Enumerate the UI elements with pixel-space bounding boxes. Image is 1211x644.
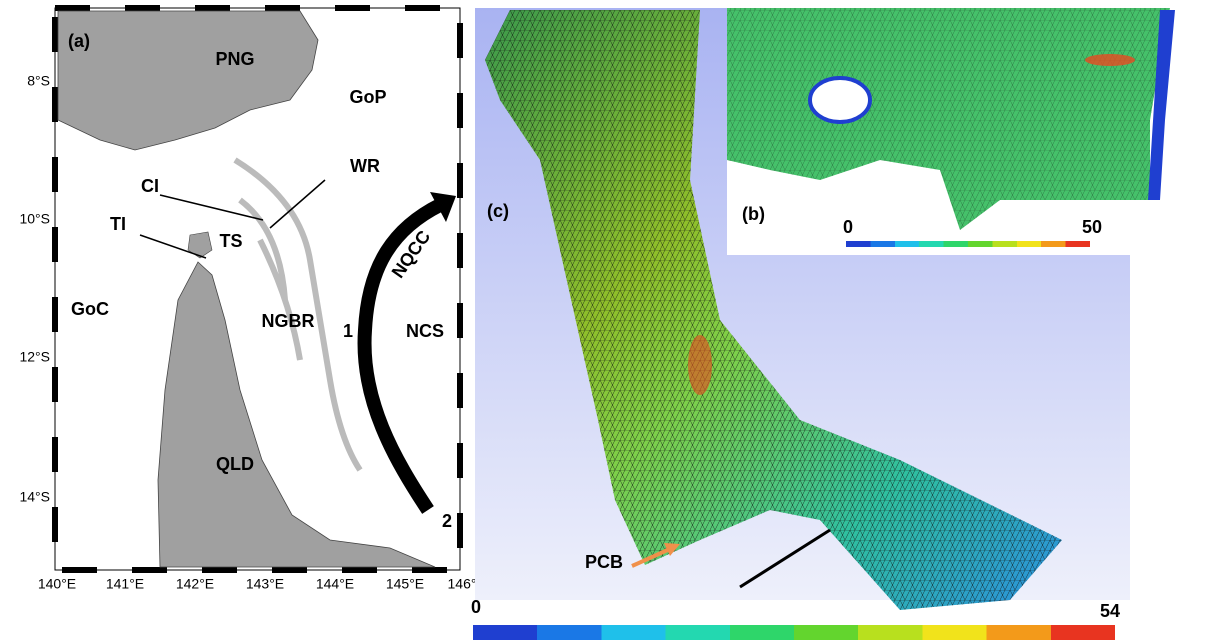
colorbar <box>846 241 1090 247</box>
panel-b: (b) 0 50 <box>727 8 1205 255</box>
lon-label: 145°E <box>386 576 424 592</box>
reef <box>233 157 363 472</box>
colorbar <box>473 625 1115 640</box>
pcb-arrow <box>631 546 673 568</box>
panel-a: (a) PNG GoP CI WR TI TS GoC NGBR NCS QLD… <box>19 5 477 592</box>
inset-lines <box>727 8 1170 230</box>
islands <box>187 231 213 259</box>
arrow-head <box>664 543 680 556</box>
region-label: WR <box>350 156 380 176</box>
lon-label: 140°E <box>38 576 76 592</box>
region-label: PNG <box>215 49 254 69</box>
region-label: CI <box>141 176 159 196</box>
region-label: TI <box>110 214 126 234</box>
region-label: GoC <box>71 299 109 319</box>
lon-label: 141°E <box>106 576 144 592</box>
lon-label: 146° <box>448 576 477 592</box>
land-qld <box>157 261 436 568</box>
lat-label: 10°S <box>19 211 50 227</box>
inset-deep <box>1148 10 1175 200</box>
colorbar-max: 50 <box>1082 217 1102 237</box>
panel-label: (c) <box>487 201 509 221</box>
lon-label: 143°E <box>246 576 284 592</box>
nqcc-arrow <box>357 198 444 514</box>
lon-label: 144°E <box>316 576 354 592</box>
colorbar-max: 54 <box>1100 601 1120 621</box>
region-label: NCS <box>406 321 444 341</box>
panel-label: (b) <box>742 204 765 224</box>
point-label: 1 <box>343 321 353 341</box>
colorbar-min: 0 <box>471 597 481 617</box>
region-label: GoP <box>349 87 386 107</box>
site-label: PCB <box>585 552 623 572</box>
panel-label: (a) <box>68 31 90 51</box>
lat-label: 8°S <box>27 73 50 89</box>
inset-hotspot <box>1085 54 1135 66</box>
arrow-head <box>430 192 456 222</box>
region-label: TS <box>219 231 242 251</box>
point-label: 2 <box>442 511 452 531</box>
pointer <box>159 194 264 221</box>
lat-label: 14°S <box>19 489 50 505</box>
hotspot <box>688 335 712 395</box>
mesh-lines <box>485 10 1062 610</box>
transect-line <box>739 528 831 589</box>
region-label: QLD <box>216 454 254 474</box>
lon-label: 142°E <box>176 576 214 592</box>
lat-label: 12°S <box>19 349 50 365</box>
inset-island <box>808 76 872 124</box>
colorbar-min: 0 <box>843 217 853 237</box>
region-label: NGBR <box>262 311 315 331</box>
pointer <box>139 234 207 259</box>
pointer <box>269 179 326 229</box>
land-png <box>57 10 319 151</box>
